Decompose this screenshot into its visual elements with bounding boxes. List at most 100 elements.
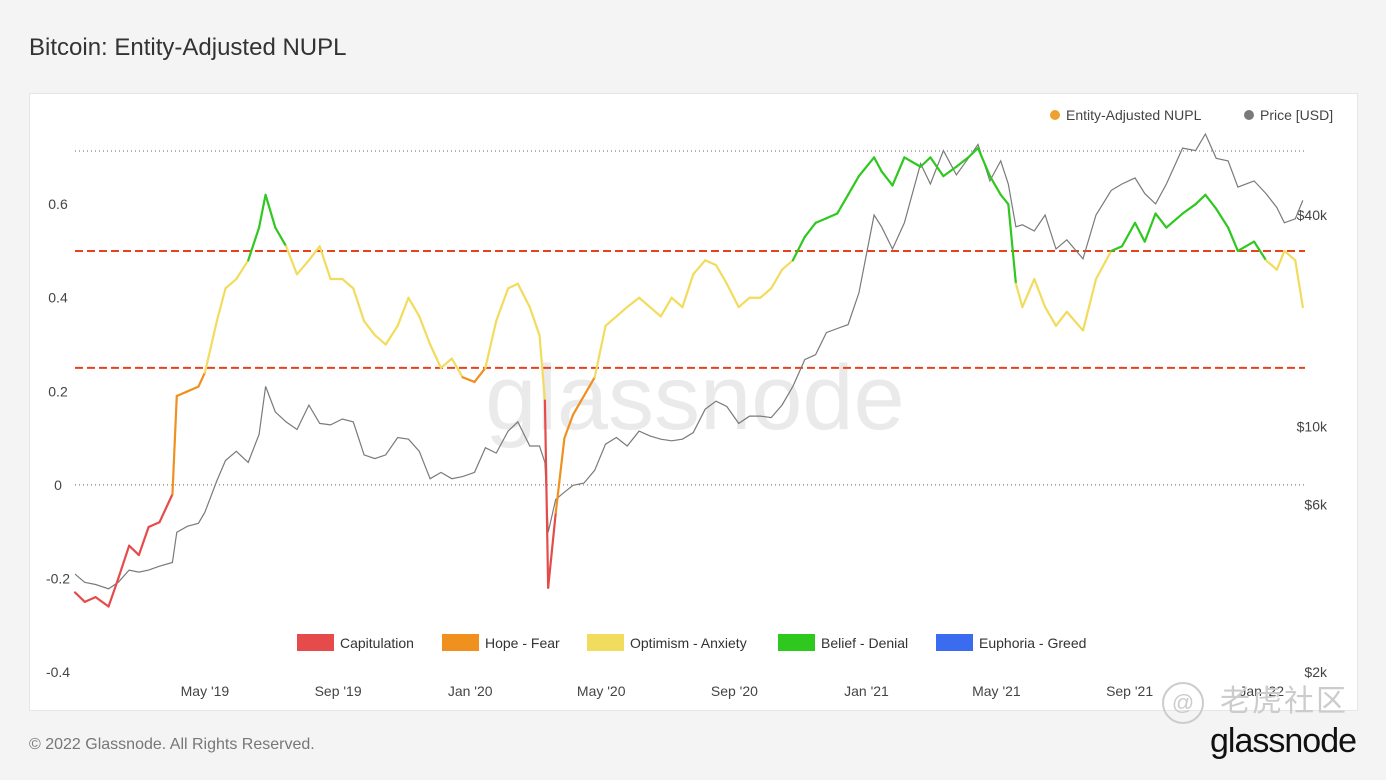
nupl-segment [318,245,332,281]
x-axis-tick-label: Jan '21 [844,683,889,699]
nupl-segment [247,226,261,262]
price-legend-dot [1244,110,1254,120]
nupl-segment [563,413,575,440]
nupl-segment [295,259,310,276]
nupl-segment [1094,249,1113,281]
nupl-segment [450,357,464,379]
nupl-segment [396,296,410,327]
right-axis-tick-label: $40k [1297,207,1328,223]
nupl-segment [384,324,399,346]
copyright-notice: © 2022 Glassnode. All Rights Reserved. [29,736,315,753]
nupl-segment [461,376,476,384]
nupl-segment [1283,249,1297,262]
nupl-segment [593,324,607,379]
zone-legend-swatch [297,634,334,651]
nupl-segment [1194,193,1207,206]
nupl-segment [615,305,629,318]
nupl-segment [506,282,519,290]
nupl-segment [257,193,267,229]
zone-legend-label: Euphoria - Greed [979,635,1086,651]
nupl-segment [803,221,817,239]
nupl-segment [407,296,421,318]
zone-legend-swatch [778,634,815,651]
nupl-segment [1033,277,1047,309]
nupl-segment [94,596,110,608]
left-axis-tick-label: 0.4 [48,290,68,306]
nupl-segment [857,156,876,178]
nupl-segment [604,315,618,327]
left-axis-tick-label: 0.6 [48,196,68,212]
nupl-segment [171,394,178,496]
nupl-segment [704,259,718,267]
nupl-segment [1007,203,1018,285]
nupl-segment [692,259,707,276]
nupl-segment [362,320,377,337]
nupl-segment [439,357,453,370]
nupl-segment [846,175,861,196]
nupl-legend-label: Entity-Adjusted NUPL [1066,107,1202,123]
page-title: Bitcoin: Entity-Adjusted NUPL [29,34,347,61]
nupl-segment [725,282,740,309]
watermark-at-icon: @ [1162,682,1204,724]
nupl-segment [1264,259,1278,271]
nupl-segment [352,287,366,323]
x-axis-tick-label: Jan '20 [448,683,493,699]
x-axis-tick-label: Sep '20 [711,683,758,699]
nupl-segment [714,263,728,285]
nupl-segment [473,366,487,384]
nupl-segment [880,170,894,187]
right-axis-tick-label: $6k [1304,496,1328,512]
zone-legend-label: Optimism - Anxiety [630,635,747,651]
nupl-segment [903,156,922,168]
nupl-segment [929,156,945,178]
nupl-segment [670,296,684,309]
nupl-segment [659,296,673,318]
nupl-segment [538,334,547,402]
zone-legend-swatch [936,634,973,651]
nupl-segment [988,175,1002,196]
nupl-segment [825,212,839,220]
x-axis-tick-label: May '20 [577,683,626,699]
zone-legend-label: Hope - Fear [485,635,560,651]
series-legend: Entity-Adjusted NUPL Price [USD] [1050,107,1333,123]
zone-legend-swatch [442,634,479,651]
nupl-segment [495,287,510,323]
nupl-segment [429,343,443,370]
nupl-segment [128,544,140,557]
axes-group: -0.4 -0.2 0 0.2 0.4 0.6 $2k $6k $10k $40k May '19 S… [46,150,1328,699]
watermark-text: glassnode [485,347,904,449]
nupl-segment [1181,203,1197,215]
nupl-segment [1120,221,1137,248]
price-line [74,132,1304,590]
nupl-segment [117,544,131,580]
nupl-segment [681,273,695,309]
nupl-segment [1165,212,1184,229]
price-legend-label: Price [USD] [1260,107,1333,123]
nupl-segment [175,390,189,398]
nupl-segment [547,511,557,589]
nupl-segment [215,287,227,323]
nupl-segment [107,577,120,608]
nupl-segment [967,146,980,159]
nupl-legend-dot [1050,110,1060,120]
nupl-segment [571,394,585,416]
series-group [73,132,1304,608]
nupl-segment [919,156,932,168]
nupl-segment [1054,310,1068,327]
nupl-segment [1227,226,1239,253]
nupl-segment [307,245,321,262]
left-axis-tick-label: 0.2 [48,383,68,399]
nupl-segment [780,259,794,271]
nupl-segment [759,287,773,299]
nupl-segment [737,296,751,309]
nupl-segment [999,193,1010,206]
nupl-segment [1110,245,1124,253]
nupl-segment [1204,193,1218,210]
left-axis-tick-label: 0 [54,477,62,493]
nupl-segment [224,277,238,290]
watermark-community-text: 老虎社区 [1220,685,1348,718]
zone-legend-swatch [587,634,624,651]
nupl-segment [791,235,806,262]
nupl-segment [83,596,97,603]
nupl-segment [1154,212,1168,229]
